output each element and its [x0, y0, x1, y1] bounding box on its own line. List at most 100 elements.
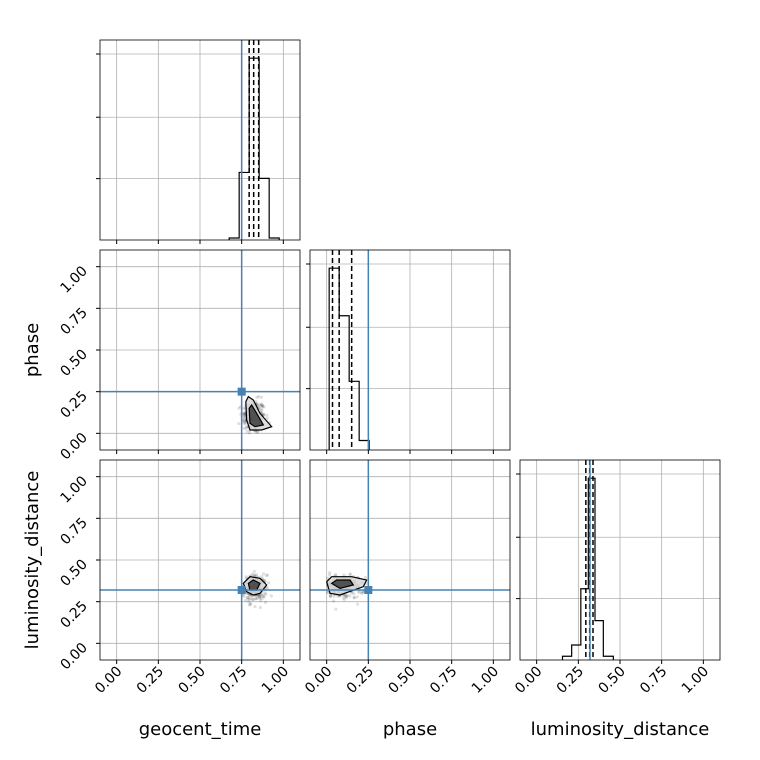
- sample-point: [242, 418, 246, 423]
- x-tick-label: 0.75: [217, 664, 250, 697]
- sample-point: [328, 594, 332, 598]
- y-tick-label: 0.75: [57, 305, 90, 338]
- sample-point: [247, 603, 252, 607]
- sample-point: [248, 602, 252, 606]
- sample-point: [247, 431, 252, 435]
- sample-point: [253, 597, 258, 601]
- y-tick-label: 0.00: [57, 640, 90, 673]
- sample-point: [249, 602, 253, 606]
- sample-point: [352, 596, 356, 600]
- sample-point: [264, 592, 268, 596]
- sample-point: [263, 591, 267, 595]
- x-tick-label: 0.25: [134, 664, 167, 697]
- sample-point: [332, 594, 336, 598]
- sample-point: [348, 594, 352, 598]
- y-tick-label: 1.00: [57, 263, 90, 296]
- x-tick-label: 0.25: [344, 664, 377, 697]
- sample-point: [355, 602, 360, 606]
- x-tick-label: 0.50: [385, 664, 418, 697]
- sample-point: [243, 598, 248, 602]
- sample-point: [255, 430, 259, 435]
- sample-point: [243, 415, 247, 420]
- truth-marker: [364, 586, 373, 594]
- panel-luminosity_distance-geocent_time: 0.000.250.500.751.000.00 0.25 0.50 0.75 1.00: [57, 459, 301, 697]
- sample-point: [247, 597, 251, 601]
- sample-point: [334, 607, 338, 611]
- y-tick-label: 0.75: [57, 515, 90, 548]
- sample-point: [265, 573, 270, 577]
- truth-marker: [237, 387, 246, 396]
- sample-point: [255, 395, 259, 399]
- histogram-phase: [328, 267, 370, 450]
- sample-point: [254, 573, 259, 577]
- sample-point: [242, 594, 246, 598]
- sample-point: [355, 595, 359, 599]
- contour-level-2: [247, 579, 261, 591]
- sample-point: [258, 605, 262, 610]
- sample-point: [251, 597, 256, 602]
- y-tick-label: 0.25: [57, 598, 90, 631]
- sample-point: [342, 597, 346, 602]
- sample-point: [259, 404, 263, 408]
- sample-point: [259, 599, 263, 603]
- sample-point: [245, 429, 249, 433]
- sample-point: [258, 596, 262, 600]
- sample-point: [327, 573, 332, 577]
- sample-point: [263, 600, 268, 604]
- x-tick-label: 0.00: [512, 664, 545, 697]
- sample-point: [244, 575, 248, 579]
- x-tick-label: 1.00: [469, 664, 502, 697]
- sample-point: [348, 572, 352, 576]
- panel-luminosity_distance-luminosity_distance: 0.00 0.25 0.50 0.75 1.00: [512, 459, 721, 697]
- sample-point: [258, 594, 262, 599]
- sample-point: [237, 421, 241, 426]
- x-tick-label: 0.75: [637, 664, 670, 697]
- sample-point: [251, 572, 255, 576]
- sample-point: [344, 593, 348, 597]
- x-tick-label: 1.00: [259, 664, 292, 697]
- sample-point: [249, 597, 253, 601]
- sample-point: [255, 596, 260, 600]
- sample-point: [341, 596, 346, 600]
- sample-point: [356, 590, 361, 595]
- sample-point: [332, 599, 336, 603]
- sample-point: [261, 404, 265, 408]
- sample-point: [242, 418, 247, 422]
- x-axis-label-phase: phase: [383, 719, 437, 740]
- y-tick-label: 0.50: [57, 347, 90, 380]
- sample-point: [350, 591, 354, 595]
- sample-point: [328, 594, 333, 598]
- sample-point: [359, 591, 364, 595]
- y-tick-label: 0.00: [57, 430, 90, 463]
- y-tick-label: 0.25: [57, 388, 90, 421]
- sample-point: [258, 406, 262, 411]
- sample-point: [244, 426, 248, 430]
- x-tick-label: 0.75: [427, 664, 460, 697]
- sample-point: [246, 599, 251, 604]
- sample-point: [265, 413, 269, 417]
- sample-point: [260, 409, 264, 413]
- sample-point: [243, 421, 247, 425]
- sample-point: [243, 412, 247, 416]
- sample-point: [252, 569, 256, 574]
- sample-point: [342, 573, 346, 577]
- sample-point: [260, 403, 264, 407]
- y-tick-label: 1.00: [57, 473, 90, 506]
- sample-point: [262, 594, 266, 599]
- sample-point: [261, 572, 266, 576]
- sample-point: [262, 405, 266, 409]
- sample-point: [267, 581, 271, 585]
- sample-point: [247, 597, 251, 601]
- sample-point: [255, 401, 259, 406]
- panel-geocent_time-geocent_time: [96, 39, 301, 244]
- panel-phase-geocent_time: 0.00 0.25 0.50 0.75 1.00: [57, 249, 301, 463]
- sample-point: [243, 422, 247, 426]
- contour-level-2: [248, 403, 265, 428]
- sample-point: [327, 571, 332, 575]
- sample-point: [343, 594, 348, 598]
- y-axis-label-phase: phase: [22, 323, 43, 377]
- panel-phase-phase: [306, 249, 511, 454]
- sample-point: [336, 594, 340, 598]
- sample-point: [242, 413, 246, 417]
